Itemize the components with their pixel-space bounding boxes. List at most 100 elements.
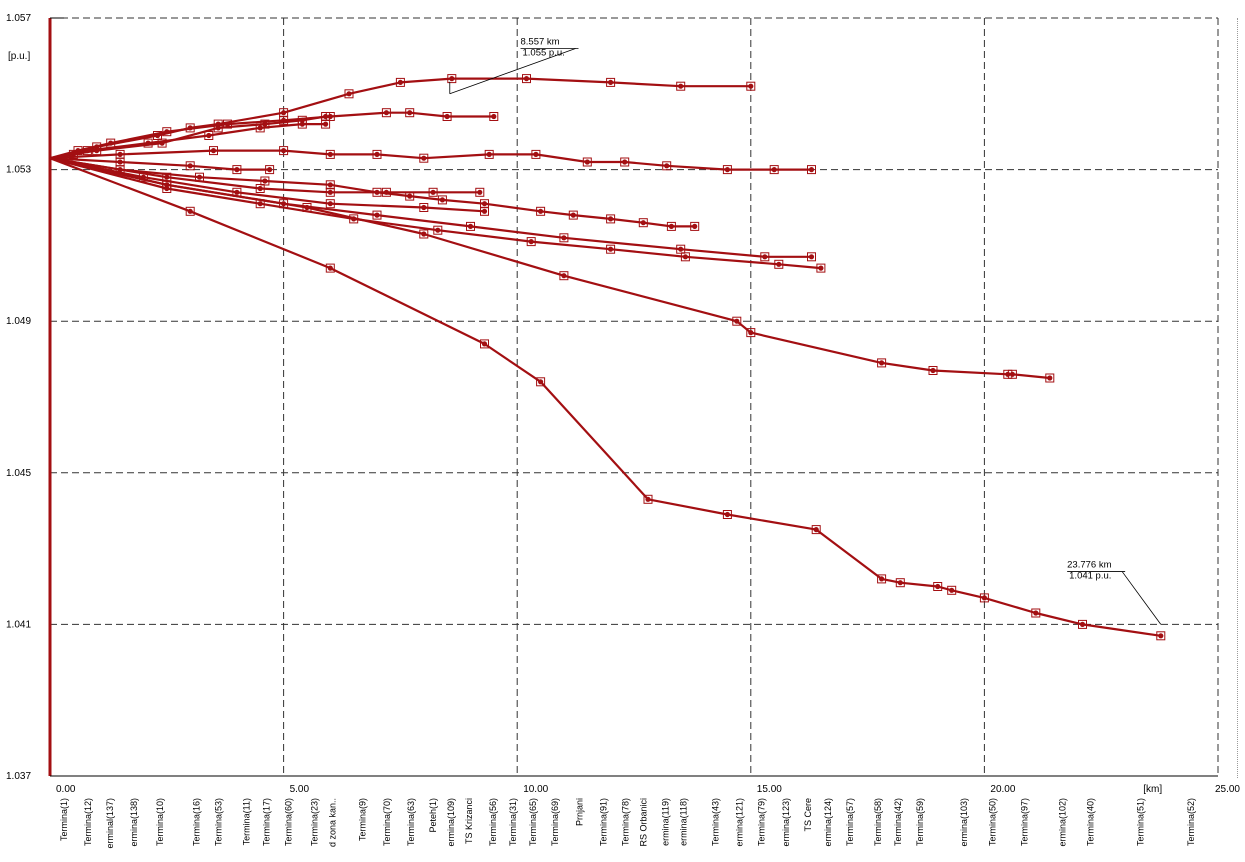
y-axis-label: [p.u.] <box>8 51 30 62</box>
data-point <box>407 193 413 199</box>
data-point-marker <box>807 165 816 175</box>
terminal-label: Termina(9) <box>358 798 368 841</box>
data-point <box>206 132 212 139</box>
data-point-marker <box>325 187 335 197</box>
data-point <box>262 178 268 184</box>
data-point-marker <box>419 153 429 163</box>
terminal-label: Termina(57) <box>845 798 855 846</box>
data-point <box>748 83 754 89</box>
data-point-marker <box>433 225 443 235</box>
data-point-marker <box>680 252 690 262</box>
data-point <box>262 121 268 127</box>
data-point <box>164 174 170 180</box>
data-point <box>481 341 488 347</box>
terminal-label: Termina(91) <box>598 798 608 846</box>
terminal-label: Termina(69) <box>550 798 560 846</box>
data-point <box>164 129 170 135</box>
data-point-marker <box>676 81 686 91</box>
data-point-marker <box>662 161 672 171</box>
data-point <box>439 197 445 203</box>
data-point-marker <box>877 574 887 584</box>
data-point-marker <box>381 108 391 118</box>
data-point <box>299 121 305 127</box>
terminal-label: Termina(11) <box>242 798 252 845</box>
data-point-marker <box>1007 369 1017 379</box>
terminal-label: ermina(109) <box>446 798 456 847</box>
data-point-marker <box>419 203 429 212</box>
terminal-label: d zona kan.. <box>328 798 338 847</box>
data-point <box>304 204 310 211</box>
terminal-label: ermina(102) <box>1058 798 1068 847</box>
data-point <box>383 189 389 195</box>
terminal-label: RS Orbanici <box>638 798 648 847</box>
data-point <box>257 125 263 131</box>
x-tick-label: 10.00 <box>523 784 548 795</box>
terminal-label: Termina(17) <box>262 798 272 846</box>
data-point-marker <box>279 146 289 156</box>
data-point <box>491 113 497 120</box>
y-tick-labels: 1.037 1.041 1.045 1.049 1.053 1.057 <box>6 13 31 782</box>
data-point <box>323 121 329 127</box>
data-point-marker <box>676 244 686 254</box>
bottom-terminal-labels: Termina(1) Termina(12) erminal(137) ermina(… <box>59 798 1196 849</box>
data-point <box>481 208 488 214</box>
data-point-marker <box>816 263 826 273</box>
data-point <box>748 330 754 336</box>
data-point-marker <box>381 187 391 197</box>
data-point-marker <box>232 165 242 175</box>
data-point-marker <box>559 271 569 281</box>
terminal-label: ermina(124) <box>823 798 833 847</box>
data-point <box>234 167 240 173</box>
terminal-label: Termina(97) <box>1019 798 1029 846</box>
data-point <box>421 204 427 211</box>
terminal-label: Termina(1) <box>59 798 69 841</box>
data-point-marker <box>419 229 429 239</box>
data-point <box>561 273 567 279</box>
data-point <box>449 76 455 82</box>
data-point <box>281 148 287 154</box>
data-point <box>281 110 287 116</box>
data-point-marker <box>484 149 494 159</box>
data-point <box>724 167 731 173</box>
annotation-voltage: 1.055 p.u. <box>523 48 565 59</box>
data-point-marker <box>480 339 489 349</box>
data-point <box>776 261 782 267</box>
data-point-marker <box>746 81 756 91</box>
data-point <box>196 174 203 180</box>
data-point-marker <box>209 146 218 156</box>
series-line-8 <box>49 157 485 213</box>
data-point <box>267 167 273 173</box>
terminal-label: Termina(42) <box>893 798 903 846</box>
data-point <box>374 151 380 157</box>
data-point-marker <box>531 149 541 159</box>
terminal-label: Termina(12) <box>83 798 93 846</box>
data-point-marker <box>666 221 676 231</box>
data-point <box>808 254 815 260</box>
data-point-marker <box>606 77 616 87</box>
data-point <box>930 367 936 374</box>
terminal-label: Termina(63) <box>406 798 416 846</box>
data-point <box>608 79 614 85</box>
terminal-label: Termina(10) <box>155 798 165 846</box>
data-point <box>528 239 534 245</box>
data-point <box>523 76 530 82</box>
data-point <box>664 163 670 169</box>
series-group <box>49 74 1166 641</box>
terminal-label: Termina(43) <box>711 798 721 846</box>
data-point <box>234 189 240 195</box>
data-point <box>981 595 988 601</box>
terminal-label: Termina(53) <box>213 798 223 846</box>
terminal-label: Termina(50) <box>987 798 997 846</box>
data-point <box>678 246 684 252</box>
data-point-marker <box>442 112 452 121</box>
data-point-marker <box>437 195 447 205</box>
data-point <box>117 151 123 157</box>
series-line-12 <box>49 157 1161 637</box>
data-point-marker <box>372 210 382 220</box>
terminal-label: Termina(52) <box>1186 798 1196 846</box>
data-point <box>645 496 651 502</box>
data-point-marker <box>722 510 732 519</box>
data-point-marker <box>1078 619 1087 629</box>
data-point-marker <box>162 127 172 137</box>
data-point-marker <box>877 358 887 368</box>
